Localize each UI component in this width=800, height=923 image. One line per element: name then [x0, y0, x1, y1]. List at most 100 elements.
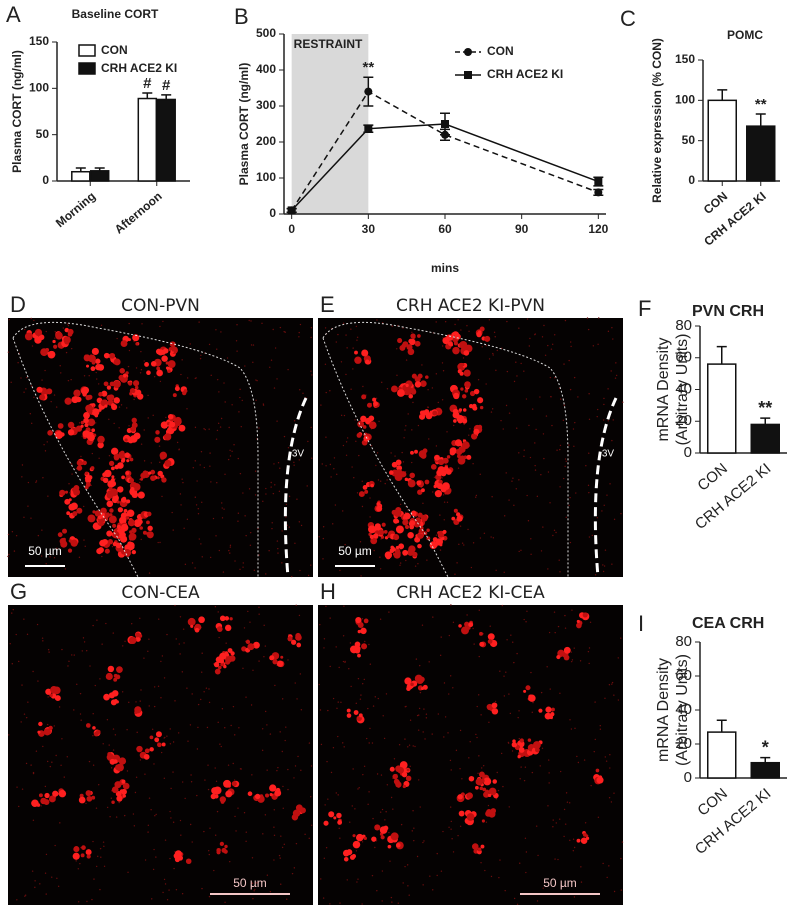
cell: [460, 387, 464, 391]
speckle: [530, 553, 532, 555]
speckle: [327, 798, 329, 800]
speckle: [173, 867, 175, 870]
cell: [420, 380, 427, 387]
speckle: [121, 691, 124, 693]
speckle: [422, 884, 424, 886]
speckle: [308, 837, 310, 840]
speckle: [612, 419, 614, 421]
cell: [194, 627, 200, 633]
speckle: [59, 365, 61, 367]
speckle: [357, 788, 359, 790]
speckle: [505, 472, 507, 474]
speckle: [444, 320, 447, 323]
speckle: [150, 809, 152, 811]
speckle: [558, 559, 560, 561]
speckle: [234, 734, 236, 736]
cell: [135, 342, 139, 346]
speckle: [322, 897, 325, 899]
cell: [438, 459, 445, 466]
cell: [287, 636, 293, 642]
error-bar: [716, 345, 727, 365]
speckle: [571, 609, 573, 611]
speckle: [369, 516, 371, 518]
speckle: [279, 857, 281, 859]
bar: [707, 99, 737, 182]
cell: [84, 476, 90, 481]
speckle: [596, 415, 598, 418]
cell: [397, 766, 405, 774]
speckle: [408, 744, 411, 746]
speckle: [568, 359, 570, 362]
speckle: [139, 700, 141, 702]
cell: [458, 624, 462, 628]
cell: [104, 469, 112, 478]
cell: [40, 348, 49, 357]
speckle: [468, 434, 470, 436]
speckle: [166, 633, 168, 636]
cell: [123, 509, 128, 513]
speckle: [324, 327, 327, 329]
speckle: [362, 683, 364, 685]
speckle: [214, 767, 216, 769]
cell: [452, 408, 459, 415]
speckle: [179, 616, 182, 618]
speckle: [147, 394, 149, 397]
speckle: [282, 785, 284, 788]
speckle: [68, 492, 71, 494]
speckle: [469, 741, 471, 743]
speckle: [369, 727, 371, 730]
cell: [225, 790, 233, 798]
speckle: [569, 719, 571, 721]
speckle: [354, 419, 356, 421]
speckle: [40, 555, 43, 557]
cell: [280, 655, 284, 659]
cell: [86, 364, 90, 368]
bar: [71, 170, 91, 182]
scale-label: 50 µm: [543, 876, 577, 890]
cell: [223, 779, 232, 788]
speckle: [44, 369, 46, 372]
cell: [434, 490, 443, 498]
speckle: [355, 702, 357, 705]
speckle: [61, 738, 63, 740]
speckle: [363, 678, 366, 681]
scale-label: 50 µm: [233, 876, 267, 890]
cell: [219, 841, 225, 846]
speckle: [206, 726, 209, 729]
speckle: [432, 616, 434, 618]
x-tick-label: CON: [701, 189, 730, 217]
cell: [392, 773, 398, 780]
speckle: [299, 323, 302, 326]
speckle: [320, 878, 322, 880]
speckle: [476, 705, 478, 708]
cell: [85, 849, 92, 856]
cell: [211, 787, 219, 795]
speckle: [519, 862, 521, 864]
speckle: [358, 454, 360, 457]
speckle: [369, 663, 372, 665]
speckle: [570, 651, 572, 653]
speckle: [178, 643, 180, 645]
speckle: [559, 692, 561, 694]
cell: [113, 358, 121, 366]
speckle: [449, 675, 452, 677]
speckle: [128, 425, 130, 427]
cell: [174, 850, 182, 858]
cell: [323, 820, 329, 826]
speckle: [307, 440, 309, 443]
speckle: [279, 467, 281, 469]
speckle: [134, 791, 137, 794]
speckle: [172, 529, 174, 531]
speckle: [244, 365, 246, 367]
speckle: [224, 473, 226, 475]
cell: [355, 616, 362, 624]
y-axis-label: mRNA Density: [655, 658, 672, 762]
speckle: [220, 745, 222, 748]
cell: [149, 747, 154, 752]
speckle: [15, 535, 18, 537]
speckle: [49, 556, 51, 558]
speckle: [98, 383, 100, 385]
speckle: [176, 441, 179, 444]
cell: [87, 418, 96, 427]
cell: [417, 334, 421, 338]
